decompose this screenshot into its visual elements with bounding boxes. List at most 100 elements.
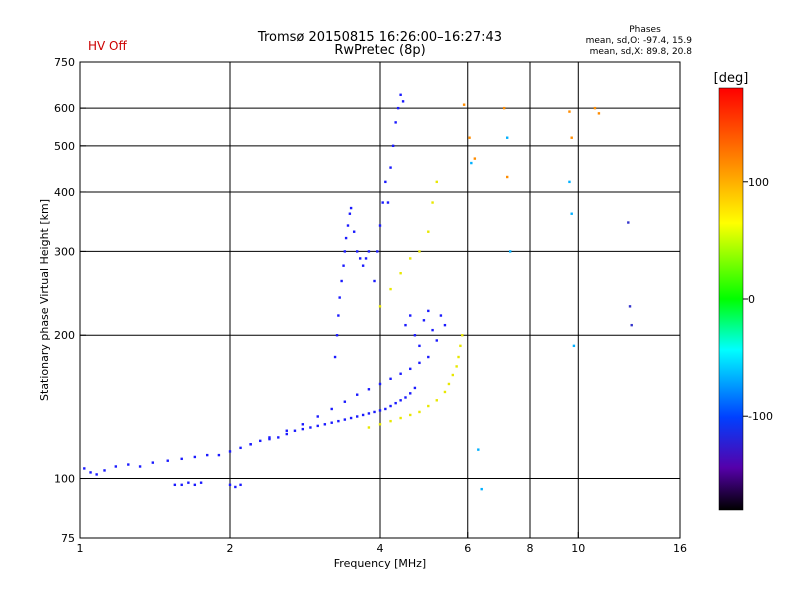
- data-point: [427, 309, 430, 313]
- colorbar: [718, 87, 744, 511]
- data-point: [301, 427, 305, 431]
- data-point: [480, 487, 483, 491]
- data-point: [285, 432, 288, 436]
- data-point: [268, 436, 271, 439]
- data-point: [364, 257, 368, 260]
- data-point: [389, 404, 392, 408]
- data-point: [413, 334, 417, 337]
- data-point: [508, 250, 512, 253]
- data-point: [127, 463, 130, 466]
- data-point: [435, 399, 438, 402]
- data-point: [459, 344, 462, 348]
- data-point: [367, 250, 371, 253]
- data-point: [166, 459, 169, 462]
- x-tick-label: 1: [77, 542, 84, 555]
- colorbar-ticks: 100 0 -100: [743, 176, 773, 423]
- data-point: [151, 461, 155, 464]
- data-point: [597, 112, 601, 115]
- data-point: [378, 224, 382, 227]
- data-point: [451, 373, 455, 377]
- data-point: [355, 393, 359, 396]
- data-point: [409, 392, 412, 395]
- data-point: [418, 361, 421, 365]
- data-point: [349, 206, 353, 210]
- x-tick-label: 2: [227, 542, 234, 555]
- data-point: [427, 230, 430, 233]
- data-point: [418, 410, 421, 414]
- data-point: [378, 423, 382, 426]
- data-point: [409, 367, 412, 371]
- data-point: [349, 416, 353, 420]
- data-point: [422, 319, 426, 322]
- data-point: [89, 471, 92, 474]
- data-point: [277, 436, 280, 439]
- data-point: [180, 457, 183, 461]
- data-point: [457, 355, 460, 359]
- y-tick-label: 200: [54, 329, 75, 342]
- data-point: [309, 426, 312, 429]
- data-point: [593, 106, 597, 110]
- data-point: [389, 287, 392, 291]
- data-point: [439, 314, 443, 317]
- data-point: [404, 396, 407, 399]
- data-point: [470, 161, 473, 165]
- data-point: [268, 437, 271, 441]
- data-point: [502, 106, 506, 110]
- colorbar-tick-label: 100: [748, 176, 769, 189]
- data-point: [391, 144, 395, 148]
- data-point: [431, 201, 434, 204]
- data-point: [301, 423, 305, 426]
- data-point: [138, 465, 142, 468]
- x-axis: 1 2 4 6 8 10 16: [77, 532, 687, 555]
- data-point: [376, 250, 379, 253]
- chart-title-line2: RwPretec (8p): [334, 43, 425, 58]
- data-point: [346, 224, 350, 227]
- y-tick-label: 100: [54, 473, 75, 486]
- phases-stats-title: Phases: [629, 25, 661, 35]
- data-point: [333, 355, 337, 359]
- data-point: [627, 221, 630, 224]
- data-point: [343, 250, 347, 253]
- data-point: [431, 328, 434, 332]
- data-point: [335, 334, 339, 337]
- data-points: [83, 93, 633, 491]
- data-point: [418, 250, 421, 253]
- data-point: [409, 314, 412, 317]
- data-point: [570, 136, 573, 139]
- data-point: [628, 305, 632, 308]
- y-axis: 75 100 200 300 400 500 600 750: [54, 56, 86, 545]
- data-point: [355, 415, 359, 418]
- data-point: [399, 272, 402, 275]
- data-point: [570, 212, 573, 215]
- data-point: [361, 264, 365, 267]
- data-point: [399, 372, 402, 375]
- data-point: [443, 323, 447, 327]
- data-point: [259, 439, 262, 443]
- data-point: [378, 305, 382, 308]
- data-point: [409, 257, 412, 260]
- data-point: [228, 450, 232, 453]
- y-tick-label: 300: [54, 245, 75, 258]
- phases-stats-x: mean, sd,X: 89.8, 20.8: [590, 47, 693, 57]
- data-point: [384, 180, 387, 184]
- data-point: [427, 404, 430, 408]
- data-point: [338, 296, 341, 299]
- y-tick-label: 400: [54, 186, 75, 199]
- data-point: [404, 323, 407, 327]
- colorbar-tick-label: 0: [748, 293, 755, 306]
- data-point: [435, 339, 438, 342]
- data-point: [399, 399, 402, 402]
- data-point: [83, 467, 86, 470]
- data-point: [337, 419, 340, 423]
- data-point: [477, 448, 480, 451]
- data-point: [330, 421, 333, 424]
- data-point: [378, 382, 382, 386]
- data-point: [418, 344, 421, 348]
- y-tick-label: 750: [54, 56, 75, 69]
- data-point: [468, 136, 471, 139]
- data-point: [399, 416, 402, 420]
- y-tick-label: 600: [54, 102, 75, 115]
- data-point: [352, 230, 356, 233]
- data-point: [386, 201, 390, 204]
